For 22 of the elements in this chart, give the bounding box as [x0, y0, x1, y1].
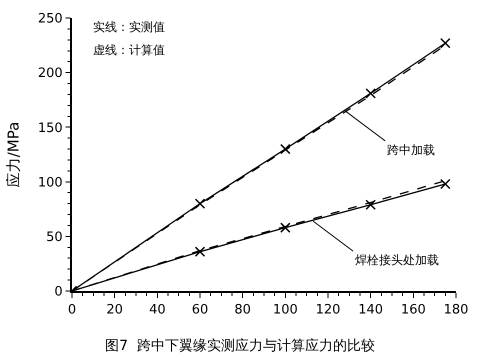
y-tick-label: 200 [38, 66, 63, 82]
annotation: 实线：实测值 [93, 20, 165, 34]
y-tick-label: 150 [38, 120, 63, 136]
x-tick-label: 40 [149, 302, 166, 318]
x-tick-label: 80 [234, 302, 251, 318]
annotation: 虚线：计算值 [93, 43, 165, 57]
y-axis-title: 应力/MPa [4, 122, 23, 188]
x-tick-label: 100 [272, 302, 298, 318]
y-tick-label: 0 [54, 284, 63, 300]
annotation: 焊栓接头处加载 [355, 253, 439, 267]
x-tick-label: 120 [316, 302, 340, 318]
x-tick-label: 160 [400, 302, 426, 318]
y-tick-label: 100 [38, 175, 63, 190]
annotation: 跨中加载 [387, 143, 435, 157]
x-tick-label: 60 [192, 302, 208, 318]
x-tick-label: 140 [358, 302, 384, 318]
text: 图7 跨中下翼缘实测应力与计算应力的比较 [105, 338, 375, 354]
y-tick-label: 50 [46, 230, 63, 245]
x-tick-label: 180 [444, 302, 468, 318]
y-tick-label: 250 [38, 12, 63, 27]
x-tick-label: 0 [68, 302, 76, 318]
x-tick-label: 20 [106, 302, 123, 318]
